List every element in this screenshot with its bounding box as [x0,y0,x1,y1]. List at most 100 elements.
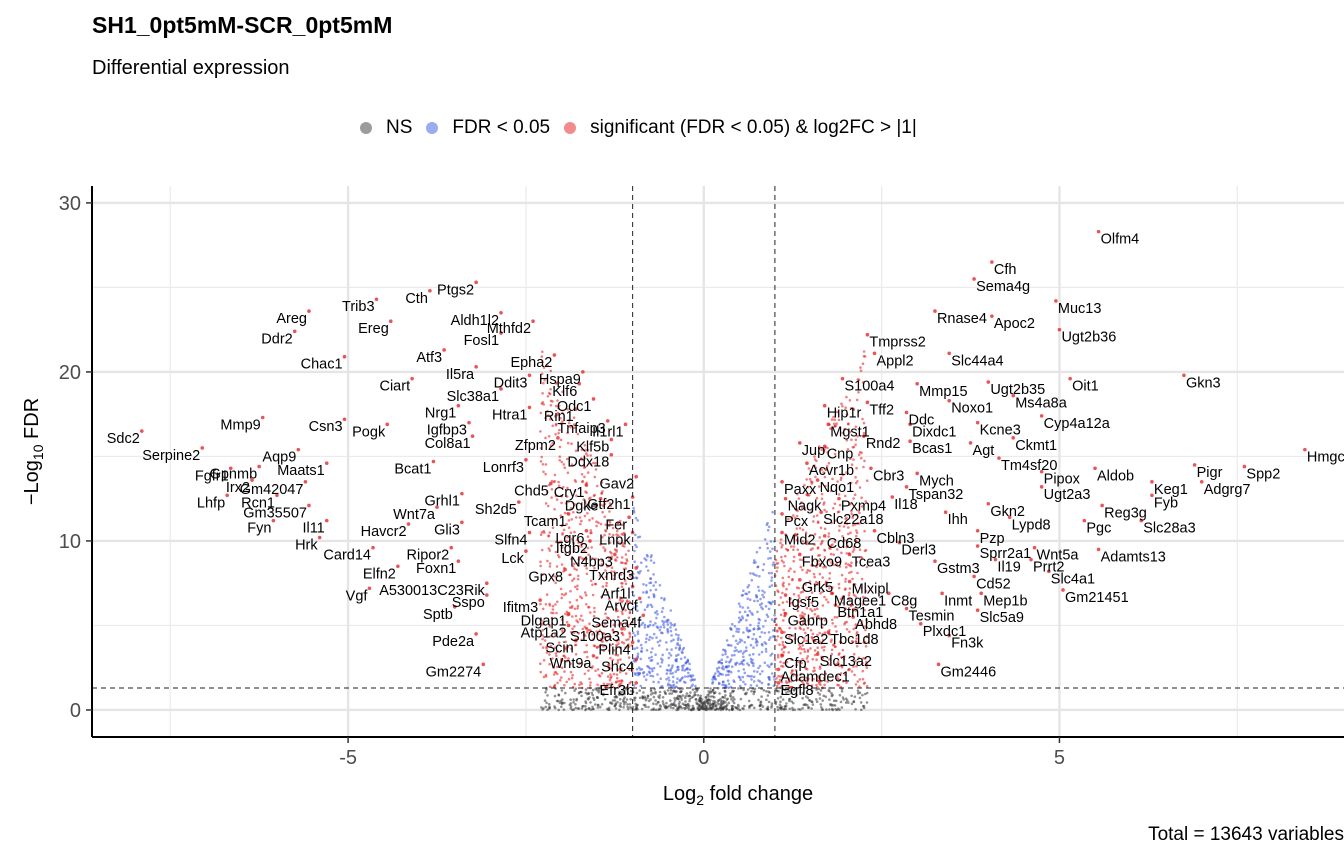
data-point [579,681,582,684]
data-point [553,684,556,688]
data-point [778,678,782,682]
x-tick-label: 0 [698,747,709,769]
y-tick-label: 20 [59,362,81,384]
data-point [704,705,708,708]
data-point [580,519,583,523]
gene-label: Chac1 [301,357,343,373]
data-point [643,626,647,629]
data-point [699,694,702,698]
gene-label: Btn1a1 [837,605,883,621]
data-point [541,646,545,649]
data-point [748,609,752,613]
data-point [649,589,652,592]
data-point [637,639,640,642]
data-point [785,587,788,591]
data-point [589,496,592,500]
data-point [546,559,549,563]
data-point [616,541,620,544]
data-point [597,521,600,524]
labeled-point [897,540,902,545]
data-point [758,635,762,639]
labeled-point [549,481,553,486]
data-point [824,672,827,675]
data-point [831,507,835,510]
data-point [594,462,597,465]
data-point [735,649,738,652]
gene-label: Egfl8 [780,683,813,699]
gene-label: Hip1r [827,406,862,422]
gene-label: Tff2 [869,402,894,418]
labeled-point [1192,463,1197,467]
data-point [801,590,805,593]
data-point [752,680,756,683]
data-point [560,545,564,549]
data-point [650,708,653,712]
data-point [750,611,753,615]
data-point [865,479,869,483]
data-point [801,586,804,590]
data-point [648,656,651,660]
data-point [837,664,841,668]
data-point [571,708,574,712]
data-point [813,669,816,672]
labeled-point [990,260,994,264]
data-point [655,636,658,639]
data-point [662,702,665,705]
data-point [582,464,586,467]
data-point [782,608,785,612]
data-point [715,707,719,710]
data-point [800,661,803,665]
data-point [835,422,838,426]
data-point [577,574,580,578]
data-point [780,684,784,688]
data-point [790,700,793,703]
data-point [832,422,836,426]
data-point [608,701,612,704]
labeled-point [374,297,379,302]
data-point [690,685,693,688]
data-point [841,679,845,683]
data-point [776,708,780,711]
data-point [661,653,664,657]
data-point [804,531,808,534]
data-point [788,707,791,711]
labeled-point [449,545,454,550]
data-point [632,606,635,609]
data-point [737,650,740,654]
data-point [560,460,564,464]
labeled-point [904,606,909,611]
data-point [792,536,796,540]
data-point [797,594,800,597]
data-point [657,695,660,698]
data-point [623,627,627,631]
data-point [629,698,632,701]
data-point [738,610,742,614]
data-point [561,698,564,701]
gene-label: Bcas1 [912,441,952,457]
data-point [820,468,823,471]
data-point [805,681,809,685]
data-point [733,649,736,653]
data-point [858,696,862,700]
data-point [589,529,593,532]
data-point [742,680,745,684]
data-point [670,666,674,670]
data-point [549,387,552,391]
labeled-point [292,329,297,334]
data-point [767,638,771,642]
data-point [616,658,620,662]
data-point [757,585,760,589]
labeled-point [485,593,489,597]
data-point [626,703,629,706]
gene-label: Sspo [452,595,485,611]
labeled-point [371,545,375,550]
labeled-point [228,466,233,471]
labeled-point [904,410,909,415]
data-point [602,632,605,635]
gene-label: Nqo1 [820,480,855,496]
gene-label: Lgr6 [555,531,584,547]
gene-label: Gabrp [788,614,828,630]
data-point [855,644,859,648]
labeled-point [527,405,532,410]
data-point [675,681,679,684]
